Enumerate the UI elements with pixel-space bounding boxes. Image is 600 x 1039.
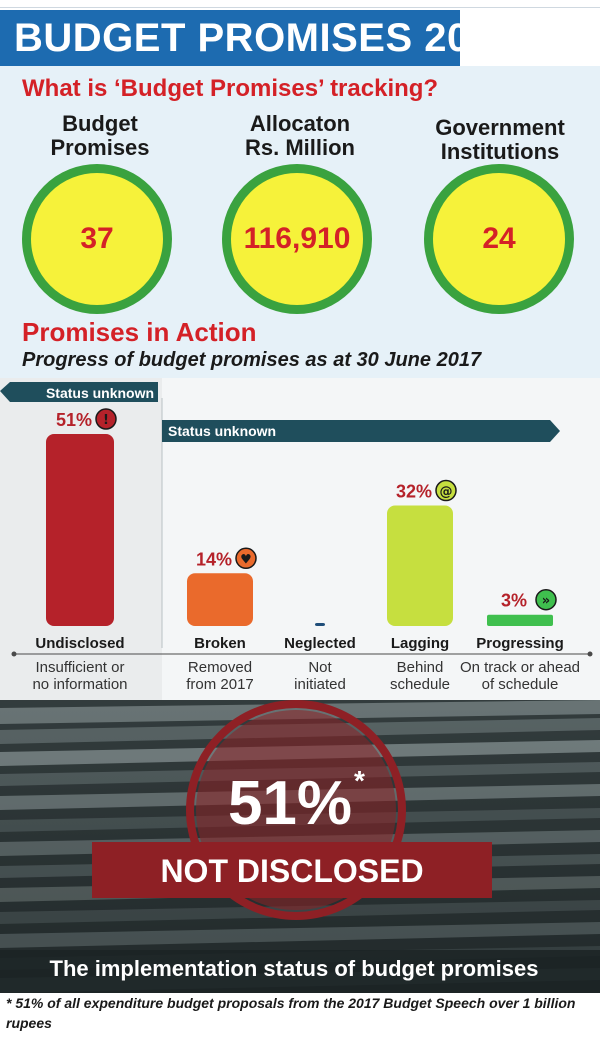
category-label-lagging: Lagging xyxy=(391,635,449,652)
fast-forward-icon-glyph: » xyxy=(542,594,550,609)
stamp-ring xyxy=(186,700,406,920)
stat-label-promises: Budget Promises xyxy=(30,112,170,160)
stamp-percent: 51% xyxy=(228,769,352,838)
category-desc-progressing: of schedule xyxy=(482,676,559,693)
exclamation-icon-glyph: ! xyxy=(103,413,109,428)
status-banner-left-label: Status unknown xyxy=(46,385,154,401)
category-desc-neglected: Not xyxy=(308,659,332,676)
stamp-banner xyxy=(92,842,492,898)
category-label-neglected: Neglected xyxy=(284,635,356,652)
baseline-start-dot xyxy=(11,651,17,657)
broken-heart-icon xyxy=(235,547,257,570)
stat-circle-promises: 37 xyxy=(22,164,172,314)
bar-undisclosed xyxy=(46,434,114,626)
category-desc-undisclosed: Insufficient or xyxy=(36,659,125,676)
action-subtitle: Progress of budget promises as at 30 Jun… xyxy=(22,349,482,371)
category-label-undisclosed: Undisclosed xyxy=(35,635,124,652)
baseline-end-dot xyxy=(587,651,593,657)
page-title: BUDGET PROMISES 2017 xyxy=(14,16,516,60)
value-label-broken: 14% xyxy=(196,549,232,569)
action-title: Promises in Action xyxy=(22,317,257,347)
footnote-section xyxy=(0,993,600,1039)
stat-circle-allocation: 116,910 xyxy=(222,164,372,314)
header-top-strip xyxy=(0,0,600,8)
category-label-broken: Broken xyxy=(194,635,246,652)
category-desc-lagging: Behind xyxy=(397,659,444,676)
category-desc-broken: Removed xyxy=(188,659,252,676)
stat-label-line: Institutions xyxy=(440,139,560,164)
snail-icon-glyph: @ xyxy=(440,485,453,500)
status-banner-left xyxy=(0,382,158,402)
stamp-asterisk: * xyxy=(354,765,365,796)
fast-forward-icon xyxy=(535,588,557,611)
file-stack-background: 51% * NOT DISCLOSED The implementation s… xyxy=(0,700,600,993)
action-section xyxy=(0,316,600,378)
stamp-section: 51% * NOT DISCLOSED The implementation s… xyxy=(0,700,600,993)
status-banner-right-label: Status unknown xyxy=(168,423,276,439)
footnote: * 51% of all expenditure budget proposal… xyxy=(6,995,576,1031)
tracking-question: What is ‘Budget Promises’ tracking? xyxy=(22,75,439,102)
category-label-progressing: Progressing xyxy=(476,635,564,652)
stamp-label: NOT DISCLOSED xyxy=(160,853,423,889)
stat-label-line: Government xyxy=(435,115,565,140)
progress-bar-chart: Status unknown Status unknown 51% ! Undisclo… xyxy=(0,378,593,700)
exclamation-icon xyxy=(95,408,117,430)
bar-neglected xyxy=(315,623,325,626)
category-desc-lagging: schedule xyxy=(390,676,450,693)
stat-label-institutions: Government Institutions xyxy=(420,116,580,164)
value-label-undisclosed: 51% xyxy=(56,410,92,430)
stat-label-line: Rs. Million xyxy=(245,135,355,160)
bar-progressing xyxy=(487,614,553,626)
category-desc-progressing: On track or ahead xyxy=(460,659,580,676)
broken-heart-icon-glyph: ♥ xyxy=(240,552,252,567)
header-bar xyxy=(0,10,460,66)
value-label-progressing: 3% xyxy=(501,591,527,611)
bar-broken xyxy=(187,573,253,626)
status-banner-right xyxy=(162,420,560,442)
category-desc-broken: from 2017 xyxy=(186,676,254,693)
stat-value-institutions: 24 xyxy=(482,222,516,255)
category-desc-neglected: initiated xyxy=(294,676,346,693)
snail-icon xyxy=(435,479,457,502)
bar-lagging xyxy=(387,505,453,626)
stamp-caption: The implementation status of budget prom… xyxy=(50,956,539,981)
stat-value-promises: 37 xyxy=(80,222,114,255)
category-desc-undisclosed: no information xyxy=(32,676,127,693)
value-label-lagging: 32% xyxy=(396,482,432,502)
stat-value-allocation: 116,910 xyxy=(243,222,351,255)
stat-label-allocation: Allocaton Rs. Million xyxy=(220,112,380,160)
stat-label-line: Allocaton xyxy=(249,111,351,136)
stat-circle-institutions: 24 xyxy=(424,164,574,314)
stat-label-line: Promises xyxy=(50,135,150,160)
stat-label-line: Budget xyxy=(62,111,138,136)
header xyxy=(0,0,600,66)
